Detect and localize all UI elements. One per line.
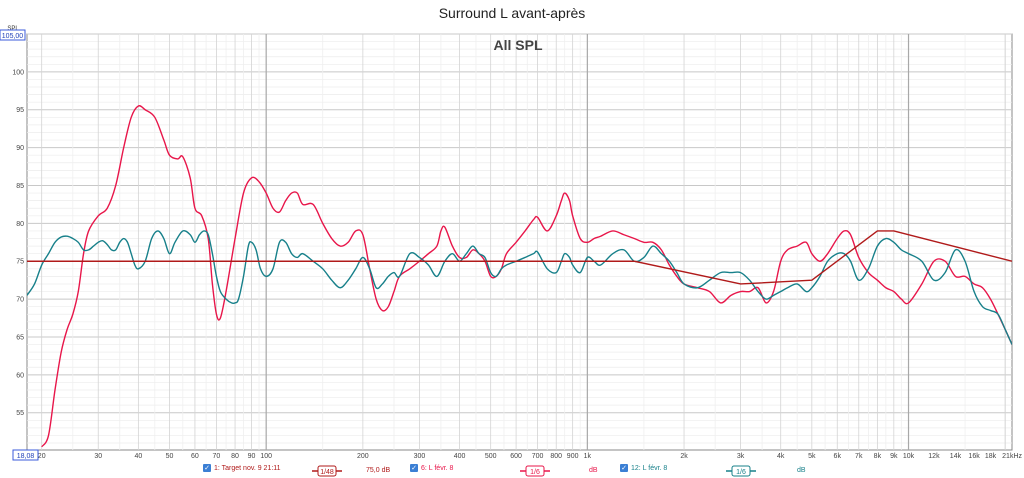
y-tick-label: 60	[16, 372, 24, 379]
checkbox-icon[interactable]: ✓	[203, 464, 211, 472]
x-tick-label: 50	[166, 453, 174, 460]
x-tick-label: 4k	[777, 453, 785, 460]
legend-item-l-avant[interactable]: ✓ 6: L févr. 8	[410, 464, 453, 472]
legend-item-l-apres[interactable]: ✓ 12: L févr. 8	[620, 464, 667, 472]
series-line-2[interactable]	[27, 229, 1012, 345]
y-tick-label: 65	[16, 334, 24, 341]
y-bottom-limit-box[interactable]	[12, 449, 39, 461]
grid	[27, 33, 1012, 450]
x-tick-label: 14k	[950, 453, 962, 460]
y-tick-label: 55	[16, 410, 24, 417]
legend-value: dB	[589, 467, 598, 474]
x-tick-label: 600	[510, 453, 522, 460]
legend-item-target[interactable]: ✓ 1: Target nov. 9 21:11	[203, 464, 281, 472]
checkbox-icon[interactable]: ✓	[620, 464, 628, 472]
x-tick-label: 60	[191, 453, 199, 460]
x-tick-label: 18k	[985, 453, 997, 460]
y-tick-label: 85	[16, 183, 24, 190]
x-tick-label: 40	[134, 453, 142, 460]
x-tick-label: 5k	[808, 453, 816, 460]
series-layer	[27, 104, 1012, 448]
y-axis-ticks: 55 60 65 70 75 80 85 90 95 100	[12, 69, 24, 417]
plot-area[interactable]	[26, 33, 1013, 451]
legend: ✓ 1: Target nov. 9 21:11 1/48 75,0 dB ✓ …	[0, 464, 1024, 478]
x-tick-label: 80	[231, 453, 239, 460]
spl-chart[interactable]: 55 60 65 70 75 80 85 90 95 100 20 30 40 50 60 70 80 90 10…	[0, 0, 1024, 464]
smoothing-label: 1/6	[530, 469, 540, 476]
legend-swatch-l-avant[interactable]: 1/6	[520, 465, 550, 477]
x-tick-label: 300	[414, 453, 426, 460]
x-tick-label: 30	[94, 453, 102, 460]
x-tick-label: 21kHz	[1002, 453, 1022, 460]
y-axis-label: SPL	[7, 26, 19, 32]
legend-label: 1: Target nov. 9 21:11	[214, 464, 281, 472]
x-tick-label: 7k	[855, 453, 863, 460]
y-top-limit-box[interactable]	[0, 29, 26, 41]
smoothing-label: 1/48	[320, 469, 334, 476]
chart-title: All SPL	[493, 37, 542, 53]
x-tick-label: 16k	[968, 453, 980, 460]
legend-swatch-l-apres[interactable]: 1/6	[726, 465, 756, 477]
legend-value: 75,0 dB	[366, 467, 391, 474]
x-tick-label: 700	[532, 453, 544, 460]
y-bottom-limit[interactable]: 18,08	[17, 453, 35, 460]
smoothing-label: 1/6	[736, 469, 746, 476]
legend-label: 6: L févr. 8	[421, 464, 454, 472]
y-tick-label: 100	[12, 69, 24, 76]
x-tick-label: 10k	[903, 453, 915, 460]
x-tick-label: 20	[38, 453, 46, 460]
x-tick-label: 1k	[584, 453, 592, 460]
x-tick-label: 3k	[737, 453, 745, 460]
window-title: Surround L avant-après	[438, 5, 586, 21]
y-tick-label: 90	[16, 145, 24, 152]
x-tick-label: 6k	[834, 453, 842, 460]
y-tick-label: 75	[16, 259, 24, 266]
y-tick-label: 70	[16, 297, 24, 304]
x-tick-label: 800	[550, 453, 562, 460]
x-tick-label: 90	[248, 453, 256, 460]
checkbox-icon[interactable]: ✓	[410, 464, 418, 472]
x-axis-ticks: 20 30 40 50 60 70 80 90 100 200 300 400 500 600 700 800…	[38, 453, 1023, 460]
legend-label: 12: L févr. 8	[631, 464, 668, 472]
legend-value: dB	[797, 467, 806, 474]
x-tick-label: 2k	[680, 453, 688, 460]
y-tick-label: 95	[16, 107, 24, 114]
x-tick-label: 900	[567, 453, 579, 460]
y-tick-label: 80	[16, 221, 24, 228]
x-tick-label: 200	[357, 453, 369, 460]
y-top-limit[interactable]: 105,00	[2, 33, 24, 40]
x-tick-label: 70	[213, 453, 221, 460]
x-tick-label: 8k	[874, 453, 882, 460]
x-tick-label: 500	[485, 453, 497, 460]
legend-swatch-target[interactable]: 1/48	[312, 465, 342, 477]
x-tick-label: 12k	[928, 453, 940, 460]
x-tick-label: 9k	[890, 453, 898, 460]
x-tick-label: 100	[260, 453, 272, 460]
x-tick-label: 400	[454, 453, 466, 460]
series-line-0[interactable]	[27, 230, 1012, 285]
